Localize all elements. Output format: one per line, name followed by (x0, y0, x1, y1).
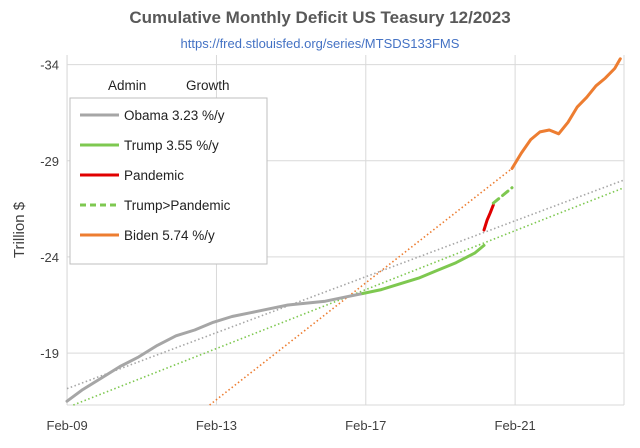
y-tick-label: -34 (40, 58, 59, 73)
series-line-pandemic (482, 203, 495, 232)
legend-entry-trump_pandemic: Trump>Pandemic (124, 198, 231, 213)
y-axis-label: Trillion $ (11, 201, 28, 258)
y-ticks: -34 -29 -24 -19 (40, 58, 59, 361)
series (65, 57, 622, 403)
legend-entry-trump: Trump 3.55 %/y (124, 138, 219, 153)
x-tick-label: Feb-21 (495, 418, 536, 433)
legend-entry-obama: Obama 3.23 %/y (124, 108, 225, 123)
chart-title: Cumulative Monthly Deficit US Teasury 12… (129, 8, 511, 27)
x-tick-label: Feb-13 (196, 418, 237, 433)
trendlines (66, 167, 625, 406)
y-tick-label: -29 (40, 154, 59, 169)
y-tick-label: -24 (40, 250, 59, 265)
y-tick-label: -19 (40, 346, 59, 361)
legend-header-growth: Growth (186, 78, 230, 93)
series-line-trump_pandemic (491, 186, 514, 205)
series-line-trump (361, 243, 486, 295)
legend-header-admin: Admin (108, 78, 146, 93)
x-ticks: Feb-09 Feb-13 Feb-17 Feb-21 (47, 418, 536, 433)
legend-entry-biden: Biden 5.74 %/y (124, 228, 215, 243)
x-tick-label: Feb-17 (345, 418, 386, 433)
series-line-obama (65, 292, 365, 403)
trendline-obama_trend (66, 179, 625, 390)
x-tick-label: Feb-09 (47, 418, 88, 433)
series-line-biden (510, 57, 622, 170)
chart-subtitle: https://fred.stlouisfed.org/series/MTSDS… (180, 36, 460, 51)
legend-entry-pandemic: Pandemic (124, 168, 184, 183)
trendline-trump_trend (73, 186, 625, 406)
legend: Admin Growth Obama 3.23 %/y Trump 3.55 %/… (69, 78, 268, 265)
